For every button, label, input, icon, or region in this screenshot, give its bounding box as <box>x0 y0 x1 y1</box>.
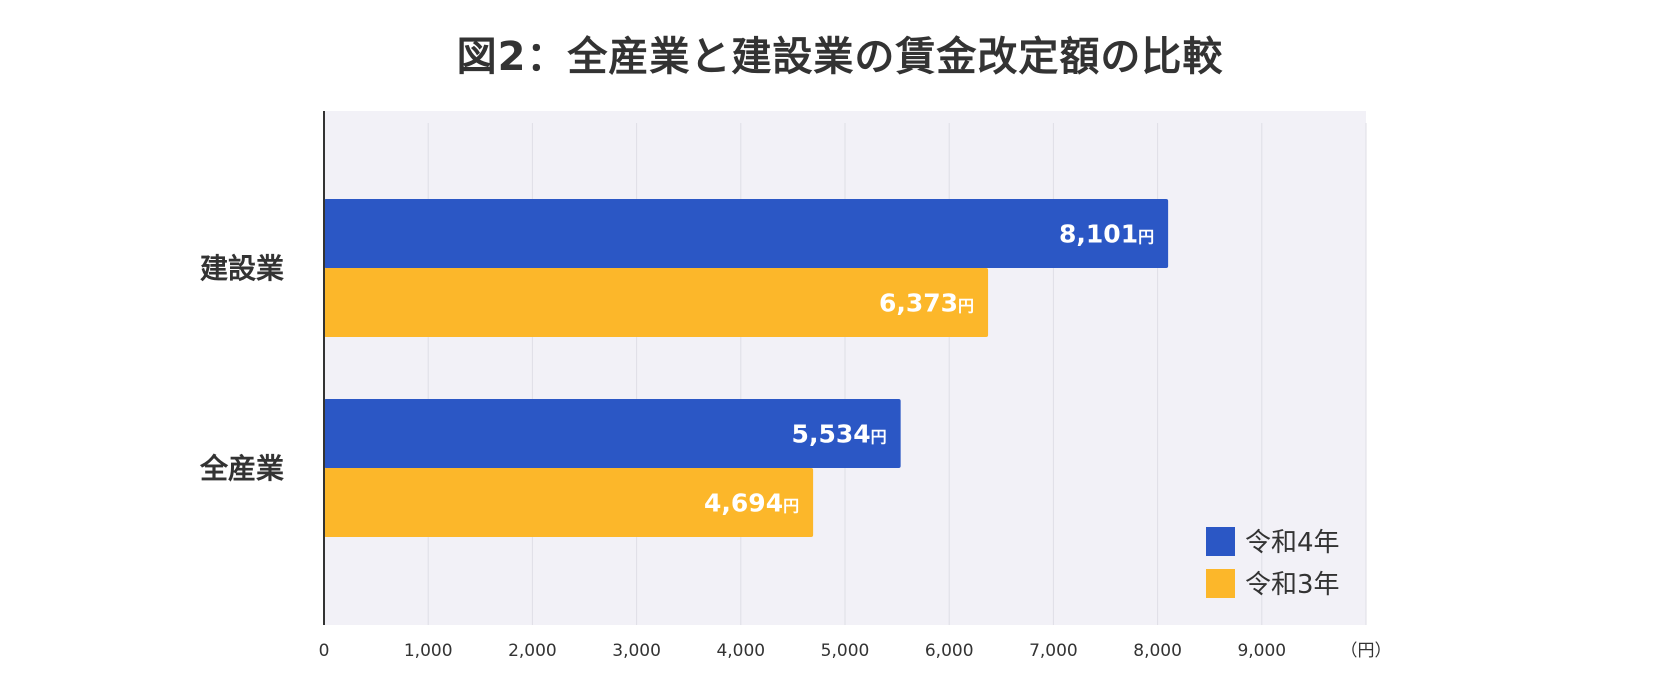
legend-swatch <box>1206 527 1235 556</box>
x-tick-label: 4,000 <box>716 641 765 661</box>
category-label: 全産業 <box>199 452 284 485</box>
legend-swatch <box>1206 569 1235 598</box>
bar <box>324 199 1169 268</box>
x-tick-label: 8,000 <box>1133 641 1182 661</box>
x-tick-label: 5,000 <box>821 641 870 661</box>
x-tick-label: 3,000 <box>612 641 661 661</box>
x-tick-label: 6,000 <box>925 641 974 661</box>
x-tick-label: 1,000 <box>404 641 453 661</box>
legend-label: 令和3年 <box>1245 570 1340 600</box>
bar <box>324 268 989 337</box>
bar <box>324 468 814 537</box>
x-tick-label: 2,000 <box>508 641 557 661</box>
bar <box>324 399 901 468</box>
x-tick-label: 7,000 <box>1029 641 1078 661</box>
category-label: 建設業 <box>200 252 284 285</box>
x-tick-label: 0 <box>319 641 330 661</box>
x-axis-unit-label: （円） <box>1341 641 1392 661</box>
legend-label: 令和4年 <box>1245 528 1340 558</box>
x-tick-label: 9,000 <box>1237 641 1286 661</box>
chart-title: 図2：全産業と建設業の賃金改定額の比較 <box>456 34 1224 80</box>
